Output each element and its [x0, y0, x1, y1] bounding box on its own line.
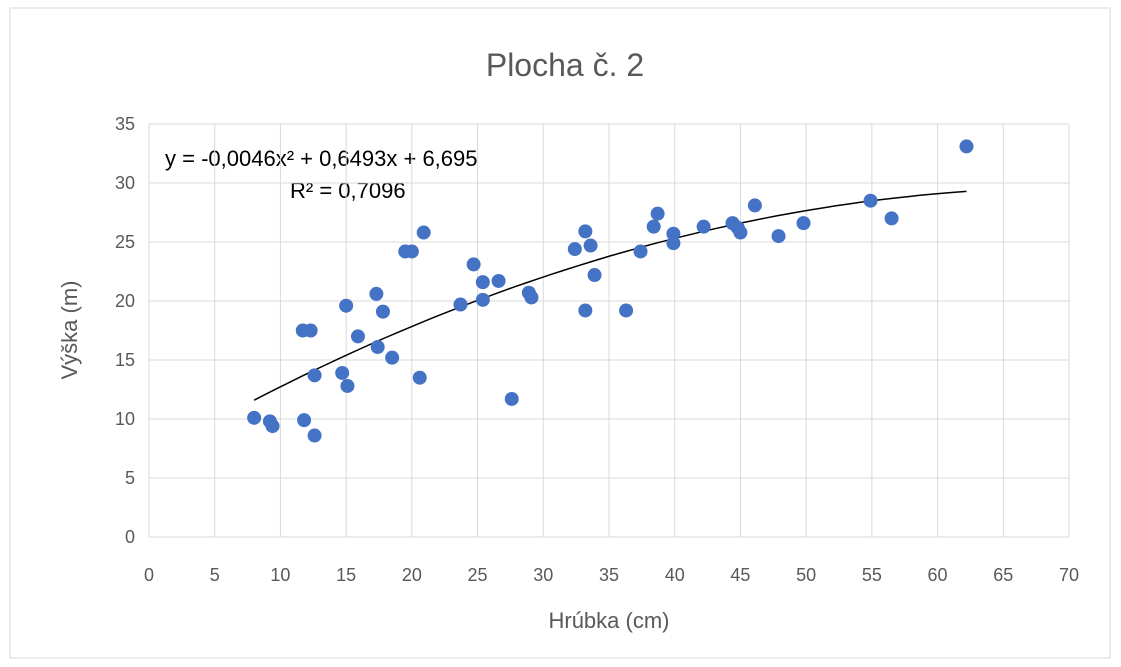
x-tick-label: 50 — [796, 565, 816, 585]
data-point — [696, 219, 711, 234]
x-tick-label: 60 — [928, 565, 948, 585]
chart-title: Plocha č. 2 — [486, 47, 644, 83]
data-point — [733, 225, 748, 240]
data-point — [524, 290, 539, 305]
data-point — [884, 211, 899, 226]
x-tick-label: 15 — [336, 565, 356, 585]
y-tick-label: 0 — [125, 527, 135, 547]
trend-r2: R² = 0,7096 — [290, 178, 406, 203]
data-point — [959, 139, 974, 154]
data-point — [375, 304, 390, 319]
data-point — [307, 368, 322, 383]
data-point — [771, 229, 786, 244]
x-axis-label: Hrúbka (cm) — [548, 608, 669, 633]
x-tick-label: 5 — [210, 565, 220, 585]
x-tick-label: 40 — [665, 565, 685, 585]
data-point — [350, 329, 365, 344]
data-point — [340, 378, 355, 393]
data-point — [335, 365, 350, 380]
data-point — [303, 323, 318, 338]
data-point — [796, 216, 811, 231]
y-tick-label: 15 — [115, 350, 135, 370]
data-point — [578, 303, 593, 318]
data-point — [863, 193, 878, 208]
data-point — [307, 428, 322, 443]
y-tick-label: 30 — [115, 173, 135, 193]
y-tick-label: 25 — [115, 232, 135, 252]
data-point — [583, 238, 598, 253]
data-point — [587, 268, 602, 283]
chart-border — [9, 7, 1111, 659]
data-point — [633, 244, 648, 259]
data-point — [578, 224, 593, 239]
y-tick-label: 35 — [115, 114, 135, 134]
data-point — [646, 219, 661, 234]
data-point — [404, 244, 419, 259]
x-tick-label: 25 — [468, 565, 488, 585]
data-point — [247, 410, 262, 425]
trend-equation: y = -0,0046x² + 0,6493x + 6,695 — [165, 146, 478, 171]
x-tick-label: 70 — [1059, 565, 1079, 585]
x-tick-label: 0 — [144, 565, 154, 585]
data-point — [619, 303, 634, 318]
data-point — [666, 236, 681, 251]
x-tick-label: 20 — [402, 565, 422, 585]
data-point — [475, 275, 490, 290]
y-tick-label: 20 — [115, 291, 135, 311]
data-point — [297, 413, 312, 428]
x-tick-label: 30 — [533, 565, 553, 585]
data-point — [466, 257, 481, 272]
x-tick-label: 55 — [862, 565, 882, 585]
data-point — [385, 350, 400, 365]
y-tick-label: 5 — [125, 468, 135, 488]
data-point — [650, 206, 665, 221]
data-point — [475, 292, 490, 307]
data-point — [567, 242, 582, 257]
data-point — [339, 298, 354, 313]
data-point — [412, 370, 427, 385]
data-point — [265, 419, 280, 434]
x-tick-label: 65 — [993, 565, 1013, 585]
data-point — [504, 391, 519, 406]
data-point — [416, 225, 431, 240]
data-point — [747, 198, 762, 213]
y-axis-label: Výška (m) — [57, 281, 82, 380]
data-point — [369, 286, 384, 301]
x-tick-label: 10 — [270, 565, 290, 585]
data-point — [491, 273, 506, 288]
x-tick-label: 35 — [599, 565, 619, 585]
x-tick-label: 45 — [730, 565, 750, 585]
data-point — [370, 340, 385, 355]
y-tick-label: 10 — [115, 409, 135, 429]
data-point — [453, 297, 468, 312]
